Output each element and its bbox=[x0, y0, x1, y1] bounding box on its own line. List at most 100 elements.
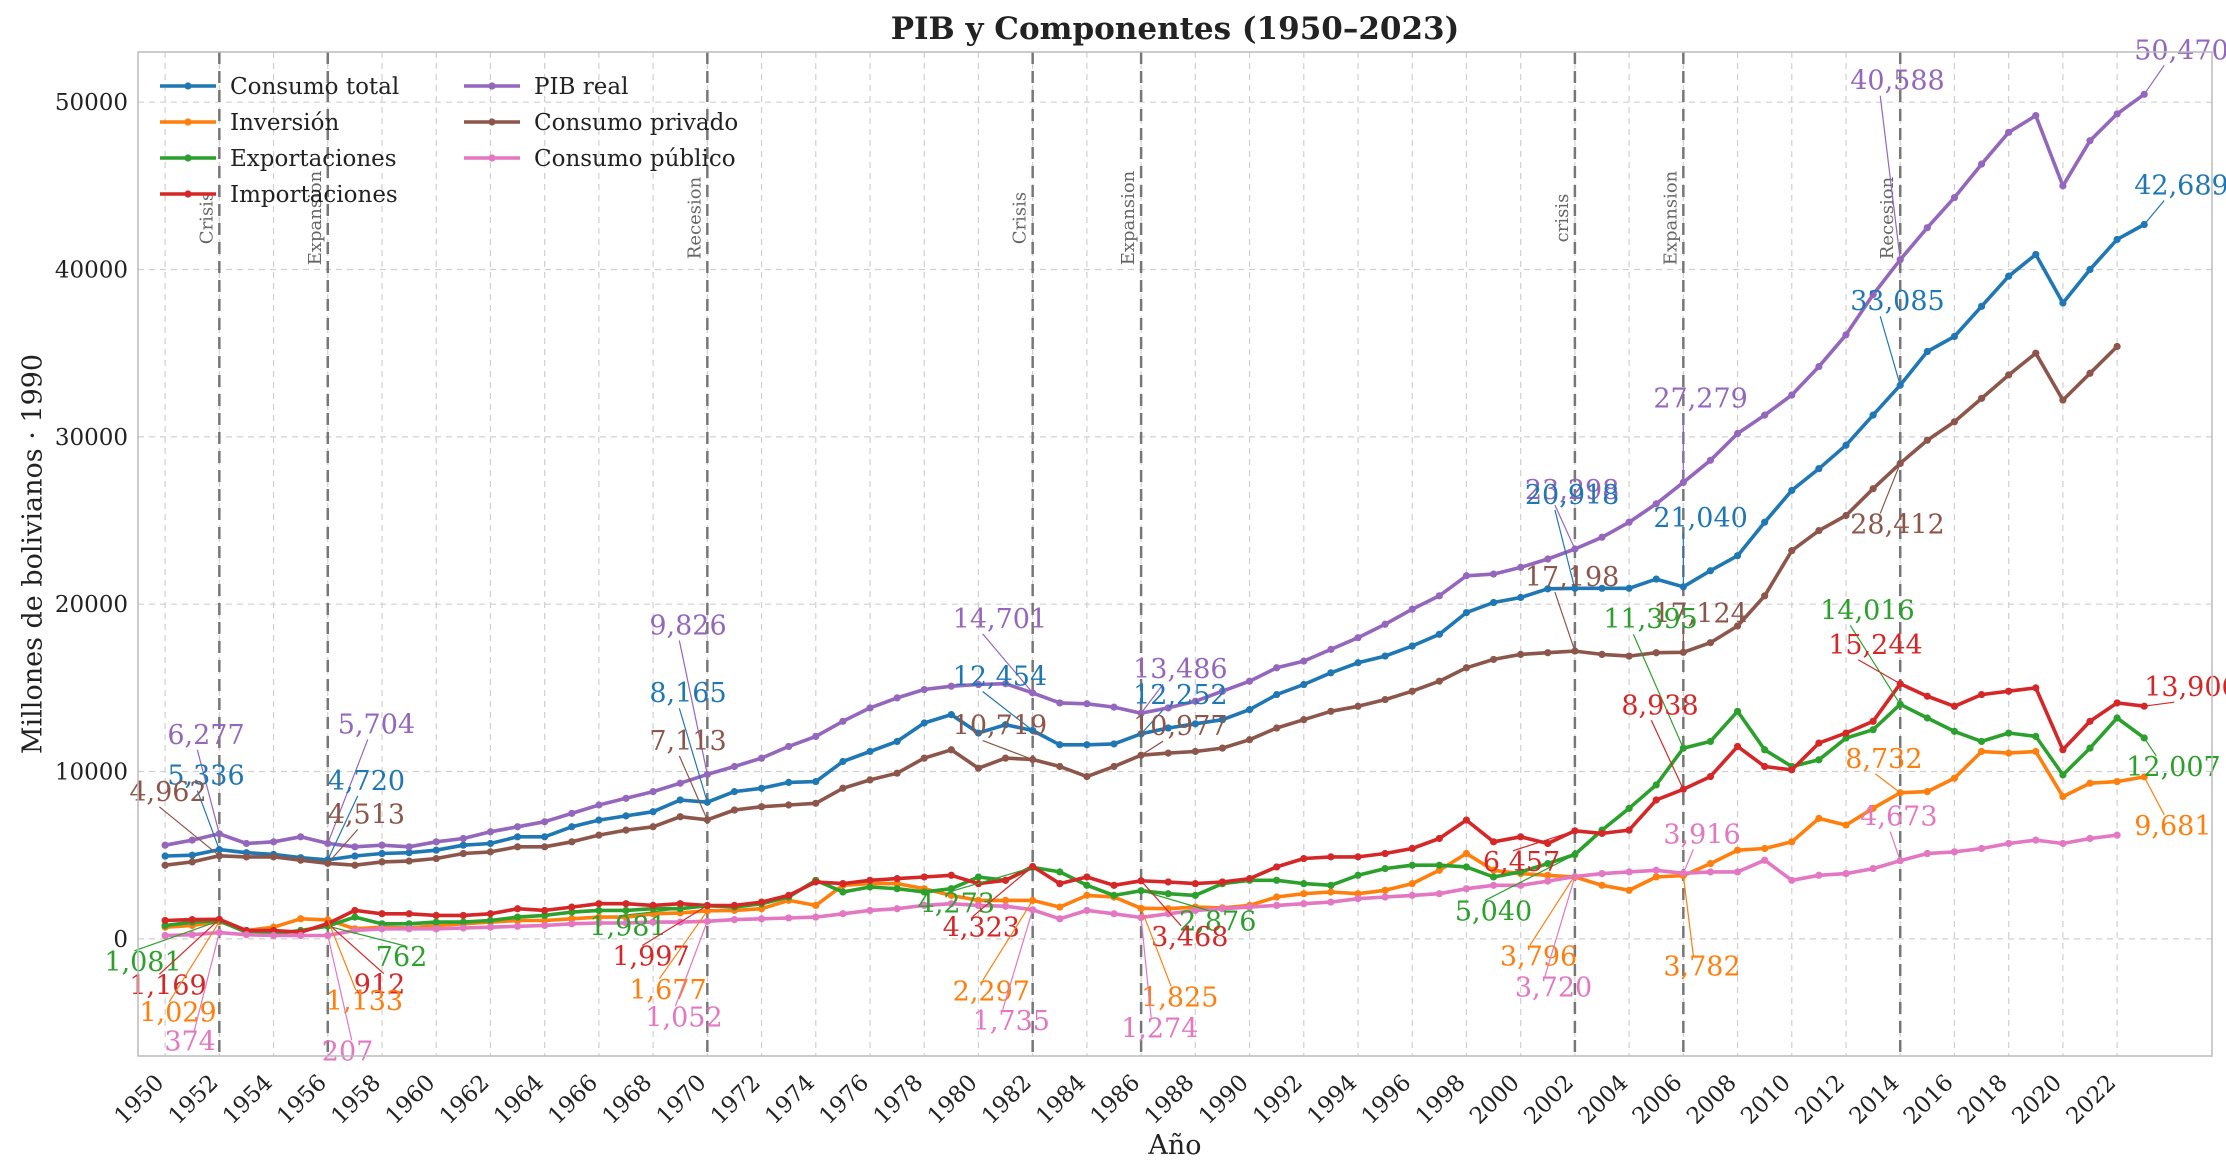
data-point bbox=[161, 841, 169, 849]
data-point bbox=[1300, 657, 1308, 665]
annotation: 5,336 bbox=[167, 761, 245, 850]
legend-marker bbox=[184, 190, 192, 198]
data-point bbox=[1815, 814, 1823, 822]
data-point bbox=[513, 905, 522, 913]
data-point bbox=[1435, 592, 1443, 600]
data-point bbox=[1733, 429, 1742, 438]
data-point bbox=[1598, 829, 1606, 838]
data-point bbox=[2059, 746, 2067, 754]
data-point bbox=[1652, 575, 1660, 583]
data-point bbox=[1327, 881, 1335, 889]
annotation-label: 1,825 bbox=[1141, 982, 1218, 1013]
data-point bbox=[1896, 857, 1904, 865]
annotation-label: 20,918 bbox=[1525, 480, 1619, 511]
data-point bbox=[2032, 836, 2040, 844]
annotation-label: 2,876 bbox=[1179, 907, 1256, 938]
data-point bbox=[568, 908, 576, 916]
data-point bbox=[1083, 881, 1091, 889]
data-point bbox=[1354, 634, 1362, 642]
annotation: 10,719 bbox=[953, 711, 1047, 761]
data-point bbox=[1056, 915, 1064, 923]
annotation: 3,916 bbox=[1663, 819, 1741, 874]
data-point bbox=[378, 910, 386, 918]
annotation: 11,395 bbox=[1603, 604, 1698, 749]
annotation-leader bbox=[1544, 876, 1576, 977]
legend-marker bbox=[488, 82, 496, 90]
data-point bbox=[378, 841, 386, 849]
data-point bbox=[1191, 697, 1199, 705]
data-point bbox=[866, 747, 874, 756]
data-point bbox=[649, 823, 657, 831]
data-point bbox=[974, 873, 983, 881]
annotation-label: 2,297 bbox=[953, 976, 1030, 1007]
data-point bbox=[1408, 642, 1416, 650]
data-point bbox=[269, 931, 278, 940]
data-point bbox=[1218, 687, 1227, 695]
data-point bbox=[1950, 727, 1959, 735]
data-point bbox=[1950, 332, 1959, 341]
legend-item: Consumo total bbox=[160, 74, 399, 100]
data-point bbox=[1733, 552, 1742, 560]
annotation-label: 13,486 bbox=[1133, 654, 1227, 685]
data-point bbox=[1408, 891, 1416, 899]
data-point bbox=[703, 770, 711, 779]
data-point bbox=[1923, 692, 1931, 700]
data-point bbox=[1327, 669, 1335, 677]
data-point bbox=[920, 754, 928, 762]
annotation: 3,796 bbox=[1500, 875, 1577, 972]
legend-label: Consumo total bbox=[230, 74, 399, 100]
data-point bbox=[1977, 690, 1986, 699]
data-point bbox=[2005, 272, 2013, 280]
annotation: 9,681 bbox=[2134, 776, 2212, 842]
data-point bbox=[812, 777, 820, 786]
annotation-label: 40,588 bbox=[1850, 66, 1944, 97]
data-point bbox=[1354, 895, 1362, 903]
data-point bbox=[1788, 486, 1796, 495]
annotation-leader bbox=[196, 749, 220, 834]
data-point bbox=[1056, 868, 1064, 876]
annotation-label: 1,274 bbox=[1121, 1014, 1198, 1045]
annotation-leader bbox=[1632, 633, 1684, 749]
data-point bbox=[1489, 655, 1498, 664]
data-point bbox=[1923, 347, 1931, 356]
data-point bbox=[893, 737, 901, 746]
annotation: 8,938 bbox=[1621, 690, 1699, 790]
data-point bbox=[1544, 649, 1552, 657]
data-point bbox=[866, 776, 874, 784]
annotation: 1,052 bbox=[645, 921, 723, 1033]
event-label: Expansion bbox=[1660, 170, 1681, 265]
data-point bbox=[1327, 645, 1335, 653]
data-point bbox=[1977, 302, 1986, 310]
annotation-leader bbox=[1874, 773, 1901, 794]
annotation: 23,298 bbox=[1525, 475, 1619, 550]
data-point bbox=[1083, 700, 1091, 708]
annotation-label: 8,938 bbox=[1621, 690, 1698, 721]
data-point bbox=[1869, 717, 1877, 725]
data-point bbox=[1273, 664, 1281, 672]
data-point bbox=[1327, 888, 1335, 896]
data-point bbox=[351, 861, 359, 869]
annotation-leader bbox=[1682, 849, 1694, 874]
y-tick-label: 20000 bbox=[55, 592, 128, 618]
data-point bbox=[405, 925, 413, 933]
data-point bbox=[1761, 844, 1769, 853]
grid bbox=[138, 52, 2212, 1056]
data-point bbox=[2059, 396, 2067, 404]
annotation-label: 3,796 bbox=[1500, 941, 1577, 972]
data-point bbox=[1435, 866, 1443, 874]
data-point bbox=[1489, 881, 1498, 889]
annotation: 12,454 bbox=[953, 661, 1047, 731]
data-point bbox=[2032, 732, 2040, 740]
data-point bbox=[513, 843, 522, 851]
annotation-label: 1,677 bbox=[629, 975, 706, 1006]
legend-item: Consumo público bbox=[464, 146, 736, 172]
data-point bbox=[1110, 881, 1118, 889]
data-point bbox=[1489, 866, 1498, 874]
data-point bbox=[1625, 868, 1633, 876]
data-point bbox=[1950, 418, 1959, 426]
annotation: 33,085 bbox=[1850, 286, 1945, 386]
annotation-label: 13,906 bbox=[2144, 672, 2226, 703]
annotation-label: 23,298 bbox=[1525, 475, 1619, 506]
annotation-label: 3,916 bbox=[1663, 819, 1740, 850]
